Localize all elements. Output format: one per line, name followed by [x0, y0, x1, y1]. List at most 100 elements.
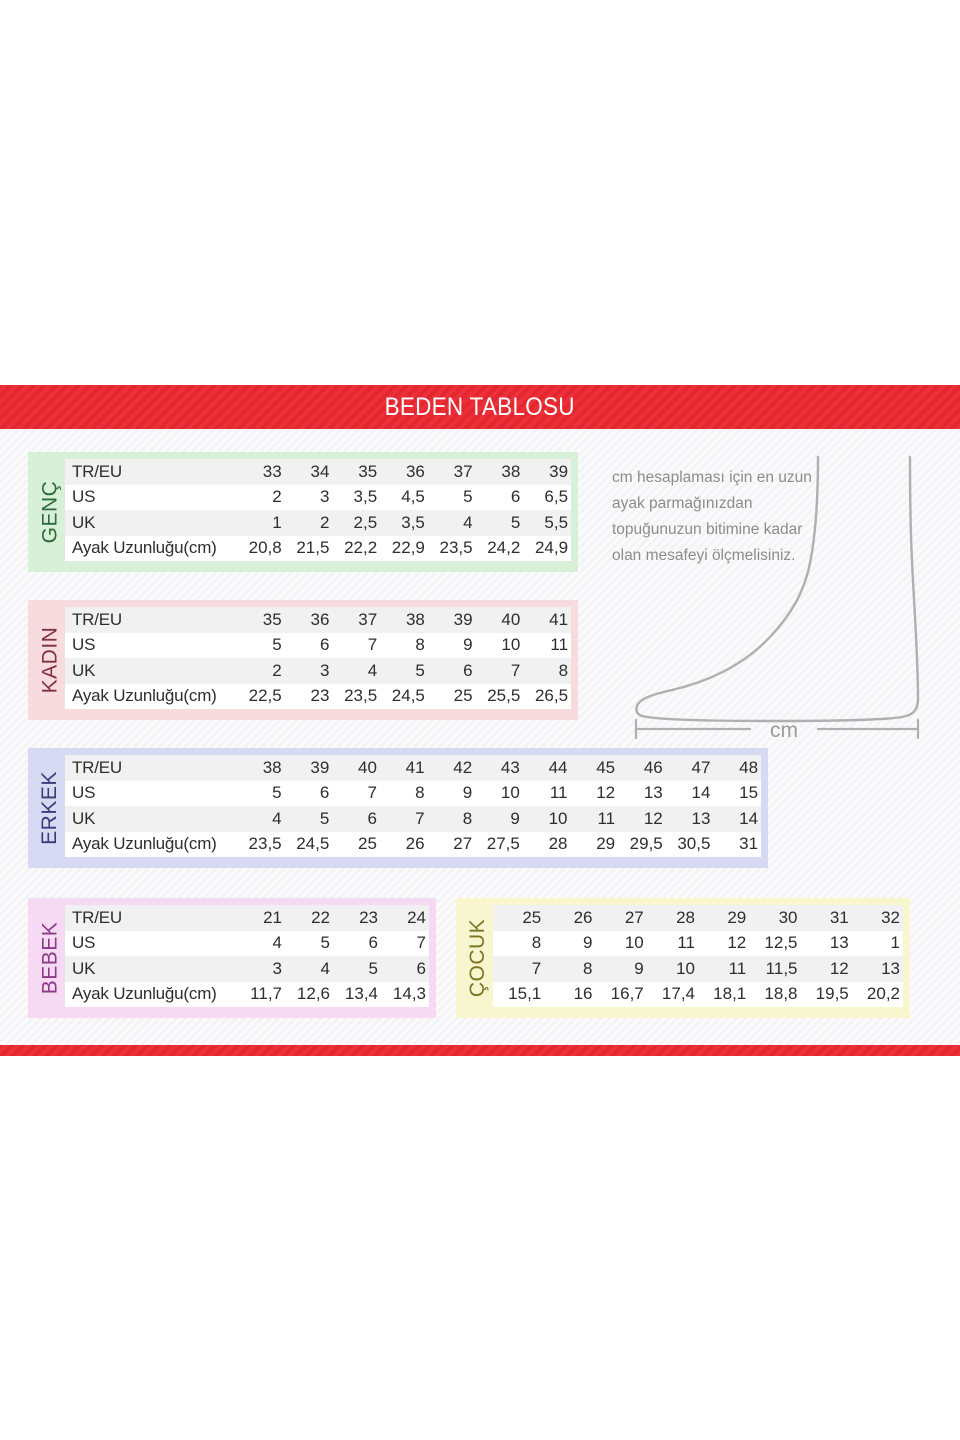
- cell: 31: [739, 834, 759, 854]
- table-row: Ayak Uzunluğu(cm) 23,5 24,5 25 26 27 27,…: [65, 831, 761, 857]
- cell: 31: [829, 907, 849, 927]
- row-label-tr-eu: TR/EU: [72, 609, 123, 629]
- row-label-tr-eu: TR/EU: [72, 907, 123, 927]
- cell: 2: [272, 660, 282, 680]
- cell: 37: [453, 461, 473, 481]
- cell: 23,5: [248, 834, 282, 854]
- cell: 8: [531, 933, 542, 953]
- cell: 23,5: [439, 538, 473, 558]
- cell: 6: [367, 808, 377, 828]
- cell: 12,6: [296, 984, 330, 1004]
- row-label-us: US: [72, 487, 96, 507]
- table-row: UK 4 5 6 7 8 9 10 11 12 13 14: [65, 806, 761, 832]
- cell: 7: [510, 660, 521, 680]
- cell: 34: [310, 461, 330, 481]
- cell: 11: [550, 635, 569, 655]
- cell: 38: [405, 609, 425, 629]
- cell: 3,5: [353, 487, 378, 507]
- cell: 45: [596, 757, 616, 777]
- table-row: TR/EU 21 22 23 24: [65, 905, 429, 931]
- cell: 23,5: [344, 686, 378, 706]
- row-label-us: US: [72, 933, 96, 953]
- cell: 5: [368, 958, 378, 978]
- cell: 9: [583, 933, 593, 953]
- row-label-foot-length: Ayak Uzunluğu(cm): [72, 834, 217, 854]
- cell: 28: [548, 834, 568, 854]
- section-label-cocuk: ÇOCUK: [463, 905, 493, 1011]
- cell: 39: [453, 609, 473, 629]
- cell: 4: [272, 808, 282, 828]
- cell: 27: [624, 907, 644, 927]
- cell: 2,5: [353, 512, 378, 532]
- table-row: 8 9 10 11 12 12,5 13 1: [493, 930, 903, 956]
- measure-rule: [634, 718, 920, 740]
- table-row: 7 8 9 10 11 11,5 12 13: [493, 956, 903, 982]
- cell: 5: [272, 783, 282, 803]
- cell: 5: [415, 660, 425, 680]
- cell: 11,5: [765, 958, 798, 978]
- table-row: US 5 6 7 8 9 10 11 12 13 14 15: [65, 780, 761, 806]
- row-label-us: US: [72, 635, 96, 655]
- cell: 26: [405, 834, 425, 854]
- row-label-foot-length: Ayak Uzunluğu(cm): [72, 686, 217, 706]
- table-row: US 2 3 3,5 4,5 5 6 6,5: [65, 484, 571, 510]
- row-label-foot-length: Ayak Uzunluğu(cm): [72, 984, 217, 1004]
- cell: 40: [358, 757, 377, 777]
- cell: 5: [320, 933, 330, 953]
- cell: 9: [463, 635, 473, 655]
- cell: 10: [624, 933, 644, 953]
- cell: 12: [596, 783, 616, 803]
- cell: 37: [358, 609, 378, 629]
- cell: 5: [510, 512, 521, 532]
- cm-measure-label: cm: [770, 719, 798, 740]
- row-label-uk: UK: [72, 958, 96, 978]
- cell: 16: [573, 984, 593, 1004]
- cell: 6,5: [544, 487, 569, 507]
- cell: 9: [634, 958, 644, 978]
- cell: 38: [501, 461, 521, 481]
- cell: 3: [319, 487, 330, 507]
- cell: 48: [739, 757, 759, 777]
- cell: 14: [691, 783, 711, 803]
- section-label-cocuk-text: ÇOCUK: [466, 918, 489, 998]
- cell: 41: [405, 757, 425, 777]
- cell: 16,7: [610, 984, 644, 1004]
- cell: 25: [453, 686, 473, 706]
- cell: 7: [531, 958, 542, 978]
- cell: 13,4: [344, 984, 378, 1004]
- row-label-uk: UK: [72, 808, 96, 828]
- cell: 29: [596, 834, 616, 854]
- cell: 21: [263, 907, 282, 927]
- cell: 20,8: [248, 538, 282, 558]
- cell: 17,4: [661, 984, 695, 1004]
- cell: 9: [462, 783, 473, 803]
- foot-diagram: cm: [622, 455, 942, 740]
- table-row: UK 3 4 5 6: [65, 956, 429, 982]
- cell: 35: [262, 609, 282, 629]
- page-title: BEDEN TABLOSU: [384, 392, 576, 421]
- size-section-bebek: BEBEK TR/EU 21 22 23 24 US 4 5 6 7 UK 3 …: [28, 898, 436, 1018]
- section-label-genc-text: GENÇ: [38, 480, 61, 544]
- cell: 11: [677, 933, 695, 953]
- cell: 19,5: [815, 984, 849, 1004]
- cell: 23: [359, 907, 378, 927]
- size-table-erkek: TR/EU 38 39 40 41 42 43 44 45 46 47 48 U…: [65, 755, 761, 861]
- row-label-uk: UK: [72, 512, 96, 532]
- cell: 27: [453, 834, 473, 854]
- chart-title-bar: BEDEN TABLOSU: [0, 385, 960, 429]
- cell: 15,1: [508, 984, 542, 1004]
- cell: 13: [829, 933, 849, 953]
- cell: 22: [311, 907, 330, 927]
- cell: 7: [367, 783, 377, 803]
- cell: 20,2: [866, 984, 900, 1004]
- foot-outline-path: [635, 455, 920, 723]
- cell: 25,5: [487, 686, 521, 706]
- cell: 24,2: [487, 538, 521, 558]
- table-row: TR/EU 38 39 40 41 42 43 44 45 46 47 48: [65, 755, 761, 781]
- cell: 6: [368, 933, 378, 953]
- cell: 12,5: [764, 933, 798, 953]
- row-label-foot-length: Ayak Uzunluğu(cm): [72, 538, 217, 558]
- cell: 12: [829, 958, 849, 978]
- table-row: Ayak Uzunluğu(cm) 22,5 23 23,5 24,5 25 2…: [65, 683, 571, 709]
- cell: 24: [407, 907, 426, 927]
